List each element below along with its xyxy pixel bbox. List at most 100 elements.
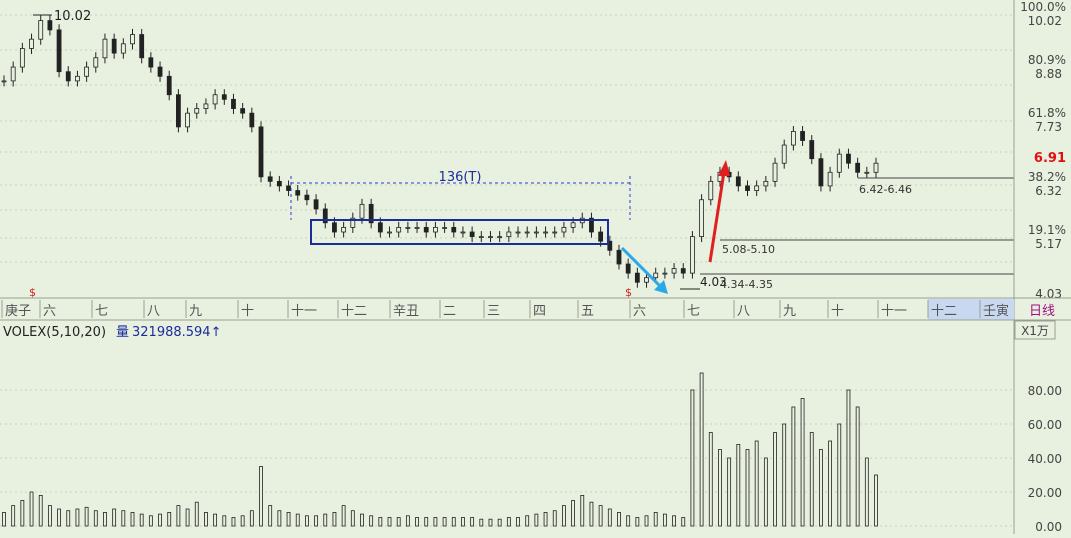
candle bbox=[433, 226, 438, 233]
volume-bar bbox=[20, 500, 25, 527]
volume-bar bbox=[185, 508, 190, 527]
price-axis-pct: 38.2% bbox=[1028, 170, 1066, 184]
volume-bar bbox=[479, 518, 484, 527]
volume-bar bbox=[589, 501, 594, 527]
volume-bar bbox=[332, 512, 337, 527]
volume-bar bbox=[864, 457, 869, 527]
volume-bar bbox=[130, 512, 135, 527]
candle bbox=[93, 57, 99, 68]
volume-bar bbox=[84, 506, 89, 527]
candle bbox=[231, 98, 236, 109]
candle bbox=[506, 231, 512, 238]
volume-bar bbox=[470, 517, 475, 527]
volume-bar bbox=[378, 517, 383, 527]
candle bbox=[332, 222, 337, 233]
price-axis-pct: 100.0% bbox=[1020, 0, 1066, 14]
candle bbox=[194, 108, 200, 114]
volume-bar bbox=[204, 512, 208, 527]
volume-bar bbox=[552, 510, 557, 527]
volume-bar bbox=[754, 440, 759, 527]
last-price-label: 6.91 bbox=[1034, 151, 1066, 166]
month-label: 二 bbox=[443, 304, 456, 319]
candle bbox=[185, 112, 190, 128]
volume-bar bbox=[231, 517, 236, 527]
volume-bar bbox=[763, 457, 768, 527]
volume-bar bbox=[874, 474, 878, 527]
price-grid bbox=[0, 14, 1014, 263]
volume-bar bbox=[66, 510, 71, 527]
volume-bar bbox=[598, 505, 603, 527]
volume-axis-labels: 80.00 60.00 40.00 20.00 0.00 bbox=[1028, 384, 1062, 534]
candle bbox=[644, 277, 649, 283]
candle bbox=[1, 80, 7, 83]
candle bbox=[671, 268, 677, 274]
candle bbox=[800, 131, 805, 141]
period-label[interactable]: 日线 bbox=[1029, 304, 1055, 319]
candle bbox=[212, 94, 218, 105]
volume-bar bbox=[800, 398, 805, 527]
price-candles[interactable] bbox=[1, 15, 879, 288]
candle bbox=[543, 231, 548, 234]
volume-bar bbox=[121, 510, 126, 527]
volume-bar bbox=[791, 406, 796, 527]
volume-label: 量 bbox=[116, 325, 129, 340]
candle bbox=[75, 75, 80, 82]
candle bbox=[65, 71, 71, 82]
candle bbox=[29, 38, 34, 49]
candle bbox=[662, 272, 668, 275]
volume-bar bbox=[745, 449, 750, 527]
volume-bar bbox=[488, 518, 493, 527]
volume-bar bbox=[295, 513, 300, 527]
volume-bar bbox=[350, 510, 355, 527]
candle bbox=[313, 199, 319, 210]
candle bbox=[864, 171, 870, 174]
volume-bars[interactable] bbox=[2, 372, 878, 527]
volume-bar bbox=[369, 515, 374, 527]
candle bbox=[625, 263, 631, 274]
volume-axis-tick: 60.00 bbox=[1028, 418, 1062, 432]
month-label: 四 bbox=[533, 304, 546, 319]
month-label: 九 bbox=[189, 304, 202, 319]
candle bbox=[111, 38, 117, 54]
month-label: 七 bbox=[687, 304, 700, 319]
candle bbox=[350, 217, 356, 228]
candle bbox=[341, 226, 347, 233]
price-axis-price: 4.03 bbox=[1035, 287, 1062, 301]
candle bbox=[552, 231, 558, 234]
volume-bar bbox=[387, 517, 392, 527]
volume-bar bbox=[718, 449, 722, 527]
month-label: 五 bbox=[581, 304, 594, 319]
volume-bar bbox=[782, 423, 787, 527]
month-label: 七 bbox=[95, 304, 108, 319]
candle bbox=[589, 217, 594, 233]
volume-bar bbox=[516, 517, 520, 527]
candle bbox=[286, 185, 291, 191]
volume-bar bbox=[525, 515, 530, 527]
volume-bar bbox=[681, 517, 686, 527]
volume-bar bbox=[653, 512, 658, 527]
last-price-highlight bbox=[1015, 148, 1071, 166]
candle bbox=[735, 176, 741, 187]
volume-axis-tick: 0.00 bbox=[1035, 520, 1062, 534]
candle bbox=[120, 43, 126, 54]
volume-bar bbox=[617, 512, 621, 527]
price-axis-price: 6.32 bbox=[1035, 184, 1062, 198]
candle bbox=[148, 57, 154, 68]
duration-label: 136(T) bbox=[439, 170, 482, 185]
volume-bar bbox=[819, 449, 823, 527]
volume-bar bbox=[571, 500, 575, 527]
dollar-marker-left: $ bbox=[29, 286, 36, 299]
candle bbox=[488, 236, 493, 239]
down-arrow bbox=[620, 246, 666, 292]
candle bbox=[139, 34, 145, 59]
volume-bar bbox=[405, 515, 410, 527]
volume-bar bbox=[341, 505, 346, 527]
volume-bar bbox=[176, 505, 181, 527]
candle bbox=[809, 140, 815, 160]
up-arrow bbox=[708, 171, 726, 263]
candle bbox=[763, 180, 769, 187]
volume-bar bbox=[29, 491, 34, 527]
volume-bar bbox=[11, 505, 16, 527]
